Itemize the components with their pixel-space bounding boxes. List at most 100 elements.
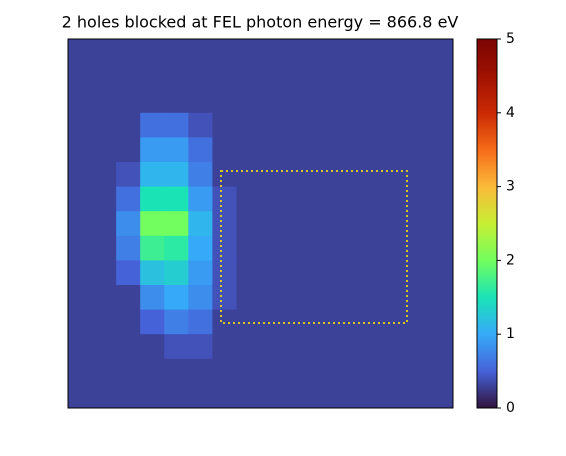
heatmap-cell	[140, 309, 165, 335]
heatmap-cell	[164, 285, 189, 311]
heatmap-cell	[404, 334, 430, 360]
heatmap-cell	[308, 186, 334, 212]
heatmap-cell	[308, 137, 334, 163]
heatmap-cell	[236, 39, 261, 65]
heatmap-cell	[356, 137, 382, 163]
heatmap-cell	[164, 358, 189, 384]
heatmap-cell	[308, 358, 334, 384]
region-box	[220, 170, 408, 324]
heatmap-cell	[428, 383, 454, 409]
heatmap-cell	[332, 112, 358, 138]
heatmap-cell	[284, 211, 310, 237]
heatmap-cell	[140, 137, 165, 163]
heatmap-cell	[404, 112, 430, 138]
heatmap	[68, 39, 454, 409]
heatmap-cell	[116, 211, 141, 237]
heatmap-cell	[284, 358, 310, 384]
heatmap-cell	[284, 39, 310, 65]
heatmap-cell	[404, 63, 430, 89]
heatmap-cell	[116, 358, 141, 384]
heatmap-cell	[164, 334, 189, 360]
heatmap-cell	[356, 285, 382, 311]
heatmap-cell	[260, 137, 286, 163]
heatmap-cell	[404, 211, 430, 237]
heatmap-cell	[92, 383, 117, 409]
heatmap-cell	[140, 186, 165, 212]
heatmap-cell	[428, 39, 454, 65]
heatmap-cell	[188, 260, 213, 286]
heatmap-cell	[140, 39, 165, 65]
heatmap-cell	[380, 358, 406, 384]
heatmap-cell	[260, 260, 286, 286]
heatmap-cell	[356, 88, 382, 114]
heatmap-cell	[260, 63, 286, 89]
plot-frame	[67, 38, 454, 409]
heatmap-cell	[356, 260, 382, 286]
heatmap-cell	[236, 285, 261, 311]
heatmap-cell	[164, 162, 189, 188]
heatmap-cell	[404, 358, 430, 384]
heatmap-cell	[380, 88, 406, 114]
heatmap-cell	[140, 235, 165, 261]
heatmap-cell	[212, 358, 237, 384]
heatmap-cell	[188, 358, 213, 384]
heatmap-cell	[92, 358, 117, 384]
heatmap-cell	[260, 112, 286, 138]
heatmap-cell	[332, 186, 358, 212]
heatmap-cell	[188, 137, 213, 163]
heatmap-cell	[68, 383, 93, 409]
heatmap-cell	[332, 63, 358, 89]
heatmap-cell	[116, 63, 141, 89]
heatmap-cell	[116, 186, 141, 212]
heatmap-cell	[236, 63, 261, 89]
colorbar	[476, 38, 498, 409]
colorbar-tick-label: 5	[506, 31, 515, 47]
heatmap-cell	[428, 334, 454, 360]
heatmap-cell	[308, 334, 334, 360]
heatmap-cell	[260, 162, 286, 188]
heatmap-cell	[188, 162, 213, 188]
heatmap-cell	[380, 162, 406, 188]
heatmap-cell	[68, 235, 93, 261]
heatmap-cell	[428, 235, 454, 261]
heatmap-cell	[260, 39, 286, 65]
heatmap-cell	[356, 358, 382, 384]
heatmap-cell	[284, 334, 310, 360]
heatmap-cell	[68, 285, 93, 311]
heatmap-cell	[68, 211, 93, 237]
heatmap-cell	[92, 285, 117, 311]
heatmap-cell	[164, 137, 189, 163]
heatmap-cell	[380, 285, 406, 311]
heatmap-cell	[308, 260, 334, 286]
heatmap-cell	[92, 162, 117, 188]
heatmap-cell	[284, 88, 310, 114]
heatmap-cell	[380, 137, 406, 163]
heatmap-cell	[356, 63, 382, 89]
heatmap-cell	[404, 285, 430, 311]
heatmap-cell	[380, 383, 406, 409]
heatmap-cell	[356, 162, 382, 188]
heatmap-cell	[284, 235, 310, 261]
heatmap-cell	[164, 39, 189, 65]
heatmap-cell	[284, 260, 310, 286]
heatmap-cell	[236, 358, 261, 384]
heatmap-cell	[356, 186, 382, 212]
heatmap-cell	[428, 88, 454, 114]
heatmap-cell	[188, 334, 213, 360]
heatmap-cell	[164, 63, 189, 89]
heatmap-cell	[356, 39, 382, 65]
heatmap-cell	[428, 211, 454, 237]
heatmap-cell	[92, 260, 117, 286]
heatmap-cell	[116, 285, 141, 311]
heatmap-cell	[284, 112, 310, 138]
heatmap-cell	[356, 112, 382, 138]
heatmap-cell	[212, 63, 237, 89]
heatmap-cell	[308, 39, 334, 65]
heatmap-cell	[116, 88, 141, 114]
heatmap-cell	[116, 39, 141, 65]
heatmap-cell	[140, 383, 165, 409]
heatmap-cell	[356, 334, 382, 360]
heatmap-cell	[332, 383, 358, 409]
heatmap-cell	[404, 162, 430, 188]
heatmap-cell	[404, 39, 430, 65]
